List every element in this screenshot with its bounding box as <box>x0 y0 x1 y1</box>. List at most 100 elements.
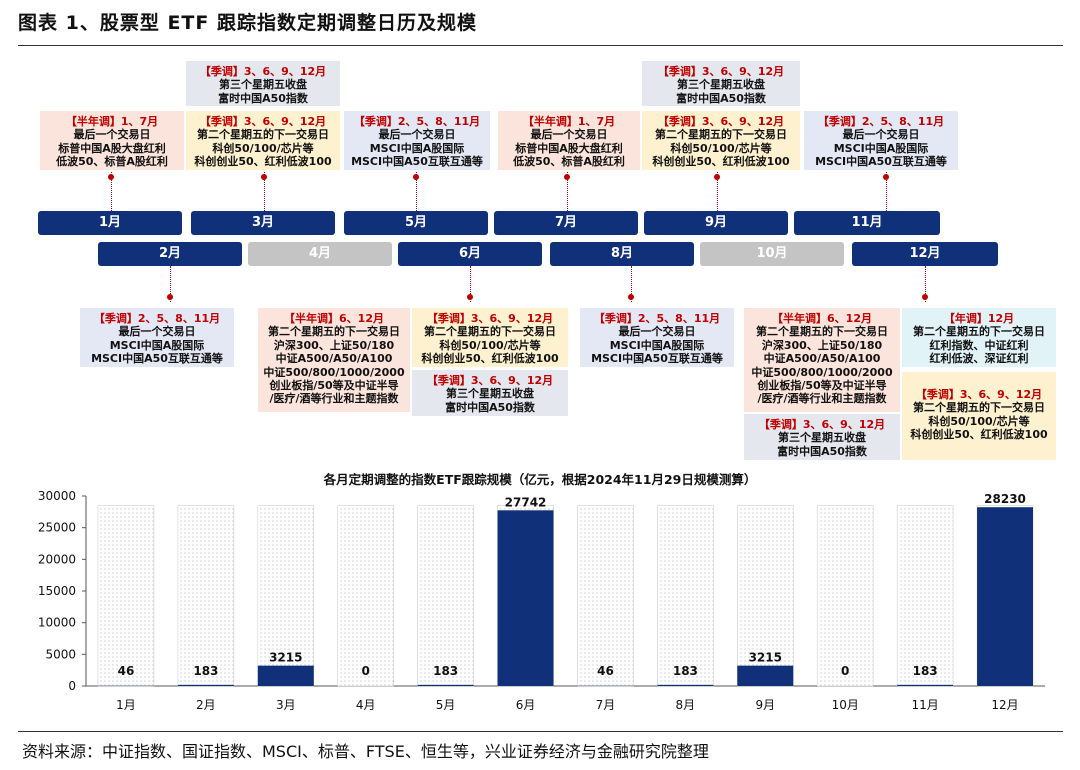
connector-1 <box>111 172 112 211</box>
connector-dot-8 <box>628 294 634 300</box>
info-box-jun-quarterly: 【季调】3、6、9、12月 第二个星期五的下一交易日 科创50/100/芯片等 … <box>412 308 568 367</box>
data-label: 27742 <box>505 495 547 509</box>
top-rule <box>18 45 1063 46</box>
connector-dot-6 <box>467 294 473 300</box>
info-box-jun-ftse: 【季调】3、6、9、12月 第三个星期五收盘 富时中国A50指数 <box>412 370 568 416</box>
x-tick-label: 2月 <box>196 698 216 712</box>
connector-dot-3 <box>261 174 267 180</box>
chart-title: 各月定期调整的指数ETF跟踪规模（亿元，根据2024年11月29日规模测算） <box>323 472 757 487</box>
info-box-mar-top: 【季调】3、6、9、12月 第三个星期五收盘 富时中国A50指数 <box>186 61 340 106</box>
connector-dot-5 <box>413 174 419 180</box>
data-label: 183 <box>193 664 218 678</box>
x-tick-label: 11月 <box>911 698 938 712</box>
x-tick-label: 6月 <box>516 698 536 712</box>
info-box-jun-semiannual: 【半年调】6、12月 第二个星期五的下一交易日 沪深300、上证50/180 中… <box>258 308 410 412</box>
background-bar <box>257 505 315 687</box>
info-box-dec-semiannual: 【半年调】6、12月 第二个星期五的下一交易日 沪深300、上证50/180 中… <box>744 308 900 412</box>
y-tick-label: 15000 <box>38 584 76 598</box>
data-label: 3215 <box>269 651 302 665</box>
month-bar-10: 10月 <box>700 242 844 266</box>
connector-dot-2 <box>167 294 173 300</box>
connector-6 <box>470 266 471 302</box>
connector-dot-11 <box>883 174 889 180</box>
info-box-nov: 【季调】2、5、8、11月 最后一个交易日 MSCI中国A股国际 MSCI中国A… <box>804 111 958 170</box>
connector-9 <box>717 172 718 211</box>
info-box-dec-ftse: 【季调】3、6、9、12月 第三个星期五收盘 富时中国A50指数 <box>744 414 900 460</box>
background-bar <box>97 505 155 687</box>
data-label: 46 <box>118 664 135 678</box>
bar-5 <box>417 684 474 686</box>
connector-5 <box>416 172 417 211</box>
month-bar-9: 9月 <box>644 211 788 235</box>
info-box-may: 【季调】2、5、8、11月 最后一个交易日 MSCI中国A股国际 MSCI中国A… <box>344 111 490 170</box>
data-label: 0 <box>362 664 370 678</box>
connector-11 <box>886 172 887 211</box>
x-tick-label: 10月 <box>832 698 859 712</box>
data-label: 3215 <box>749 651 782 665</box>
connector-12 <box>925 266 926 302</box>
connector-dot-12 <box>922 294 928 300</box>
connector-dot-7 <box>564 174 570 180</box>
background-bar <box>337 505 394 687</box>
x-tick-label: 5月 <box>436 698 456 712</box>
info-box-jan: 【半年调】1、7月 最后一个交易日 标普中国A股大盘红利 低波50、标普A股红利 <box>40 111 184 170</box>
bar-12 <box>977 507 1034 686</box>
x-tick-label: 9月 <box>755 698 775 712</box>
info-box-dec-quarterly: 【季调】3、6、9、12月 第二个星期五的下一交易日 科创50/100/芯片等 … <box>902 372 1056 460</box>
y-tick-label: 10000 <box>38 616 76 630</box>
month-bar-7: 7月 <box>494 211 638 235</box>
background-bar <box>577 505 634 687</box>
data-label: 183 <box>433 664 458 678</box>
data-label: 46 <box>597 664 614 678</box>
month-bar-8: 8月 <box>550 242 694 266</box>
bar-2 <box>177 684 234 686</box>
figure-title: 图表 1、股票型 ETF 跟踪指数定期调整日历及规模 <box>18 12 477 34</box>
info-box-sep-top: 【季调】3、6、9、12月 第三个星期五收盘 富时中国A50指数 <box>642 61 800 106</box>
month-bar-2: 2月 <box>98 242 242 266</box>
data-label: 183 <box>913 664 938 678</box>
background-bar <box>737 505 794 687</box>
etf-scale-bar-chart: 各月定期调整的指数ETF跟踪规模（亿元，根据2024年11月29日规模测算） 0… <box>38 472 1045 712</box>
x-tick-label: 1月 <box>116 698 136 712</box>
info-box-jul: 【半年调】1、7月 最后一个交易日 标普中国A股大盘红利 低波50、标普A股红利 <box>498 111 640 170</box>
connector-3 <box>264 172 265 211</box>
bar-8 <box>657 684 714 686</box>
x-tick-label: 3月 <box>276 698 296 712</box>
info-box-feb: 【季调】2、5、8、11月 最后一个交易日 MSCI中国A股国际 MSCI中国A… <box>80 308 234 367</box>
data-label: 183 <box>673 664 698 678</box>
background-bar <box>417 505 474 687</box>
background-bar <box>896 505 954 687</box>
bar-6 <box>497 510 554 686</box>
data-label: 0 <box>841 664 849 678</box>
y-tick-label: 25000 <box>38 521 76 535</box>
x-tick-label: 8月 <box>676 698 696 712</box>
month-bar-5: 5月 <box>344 211 488 235</box>
y-tick-label: 20000 <box>38 552 76 566</box>
info-box-aug: 【季调】2、5、8、11月 最后一个交易日 MSCI中国A股国际 MSCI中国A… <box>580 308 734 367</box>
y-tick-label: 30000 <box>38 489 76 503</box>
source-note: 资料来源：中证指数、国证指数、MSCI、标普、FTSE、恒生等，兴业证券经济与金… <box>22 742 709 761</box>
data-label: 28230 <box>984 492 1026 506</box>
month-bar-1: 1月 <box>38 211 182 235</box>
bar-11 <box>897 684 954 686</box>
x-tick-label: 12月 <box>991 698 1018 712</box>
bar-3 <box>257 665 314 686</box>
x-tick-label: 4月 <box>356 698 376 712</box>
background-bar <box>177 505 235 687</box>
background-bar <box>816 505 874 687</box>
info-box-sep: 【季调】3、6、9、12月 第二个星期五的下一交易日 科创50/100/芯片等 … <box>642 111 800 170</box>
info-box-mar: 【季调】3、6、9、12月 第二个星期五的下一交易日 科创50/100/芯片等 … <box>186 111 340 170</box>
background-bar <box>657 505 714 687</box>
connector-7 <box>567 172 568 211</box>
month-bar-4: 4月 <box>248 242 392 266</box>
info-box-dec-annual: 【年调】12月 第二个星期五的下一交易日 红利指数、中证红利 红利低波、深证红利 <box>902 308 1056 367</box>
bar-9 <box>737 665 794 686</box>
connector-dot-9 <box>714 174 720 180</box>
month-bar-3: 3月 <box>191 211 335 235</box>
connector-8 <box>631 266 632 302</box>
bottom-rule <box>18 731 1063 732</box>
month-bar-11: 11月 <box>794 211 940 235</box>
x-tick-label: 7月 <box>596 698 616 712</box>
month-bar-12: 12月 <box>852 242 998 266</box>
connector-2 <box>170 266 171 302</box>
